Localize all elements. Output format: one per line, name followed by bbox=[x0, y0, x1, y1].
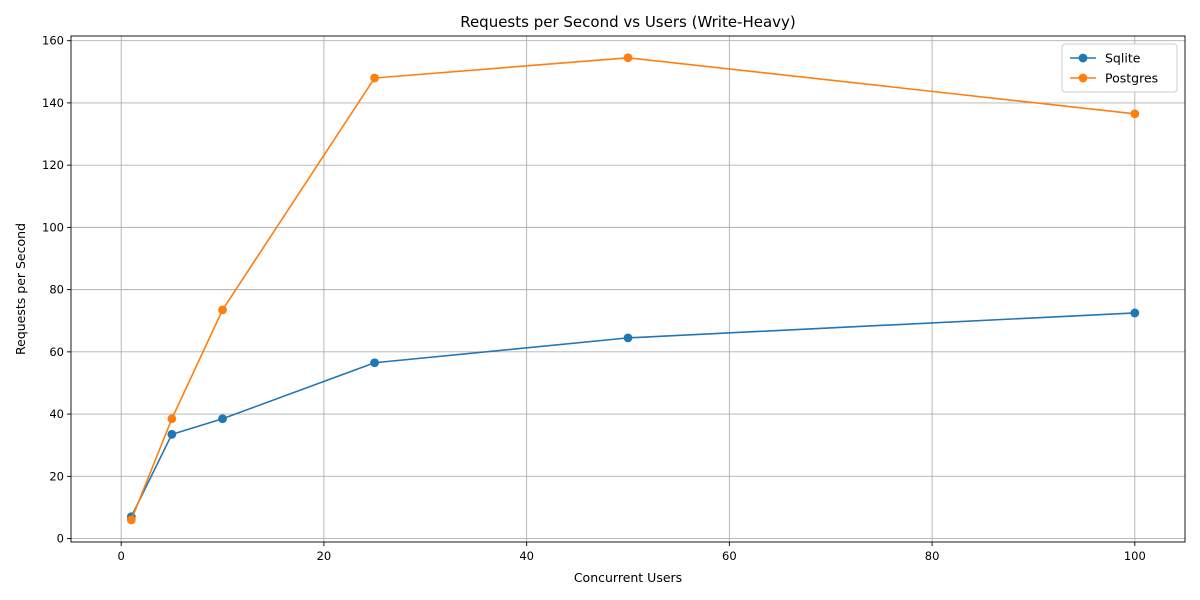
series-layer bbox=[126, 53, 1140, 525]
y-tick-label: 140 bbox=[42, 96, 64, 110]
x-tick-label: 20 bbox=[317, 549, 332, 563]
y-tick-label: 160 bbox=[42, 34, 64, 48]
legend-swatch-marker bbox=[1078, 53, 1088, 63]
y-axis-label: Requests per Second bbox=[13, 223, 28, 355]
y-tick-label: 80 bbox=[49, 283, 64, 297]
data-point-postgres bbox=[218, 305, 227, 315]
legend-swatch-marker bbox=[1078, 73, 1088, 83]
plot-frame bbox=[70, 35, 1186, 543]
data-point-sqlite bbox=[167, 429, 177, 439]
legend-item-postgres: Postgres bbox=[1070, 71, 1158, 86]
data-point-sqlite bbox=[218, 414, 227, 424]
chart-title: Requests per Second vs Users (Write-Heav… bbox=[460, 13, 796, 31]
legend-box bbox=[1061, 43, 1178, 93]
data-point-postgres bbox=[126, 515, 136, 525]
series-line-sqlite bbox=[130, 312, 1135, 518]
y-tick-label: 60 bbox=[49, 345, 64, 359]
x-tick-label: 40 bbox=[519, 549, 534, 563]
data-point-postgres bbox=[167, 414, 177, 424]
data-point-sqlite bbox=[1130, 308, 1140, 318]
legend-item-sqlite: Sqlite bbox=[1070, 51, 1141, 66]
ticks: 0 20 40 60 80 100 0 20 40 60 80 100 120 140 160 bbox=[42, 34, 1146, 563]
data-point-sqlite bbox=[623, 333, 633, 343]
legend: Sqlite Postgres bbox=[1061, 43, 1178, 93]
legend-label: Postgres bbox=[1105, 71, 1158, 86]
series-sqlite bbox=[126, 308, 1140, 522]
x-tick-label: 100 bbox=[1124, 549, 1146, 563]
x-tick-label: 80 bbox=[925, 549, 940, 563]
series-postgres bbox=[126, 53, 1140, 525]
series-line-postgres bbox=[130, 56, 1135, 521]
data-point-postgres bbox=[623, 53, 633, 63]
y-tick-label: 20 bbox=[49, 469, 64, 483]
y-tick-label: 40 bbox=[49, 407, 64, 421]
y-tick-label: 120 bbox=[42, 158, 64, 172]
grid bbox=[71, 36, 1185, 542]
data-point-postgres bbox=[1130, 109, 1140, 119]
x-axis-label: Concurrent Users bbox=[574, 570, 682, 585]
y-tick-label: 100 bbox=[42, 220, 64, 234]
x-tick-label: 0 bbox=[118, 549, 125, 563]
x-tick-label: 60 bbox=[722, 549, 737, 563]
legend-label: Sqlite bbox=[1105, 51, 1141, 66]
data-point-postgres bbox=[370, 73, 379, 83]
data-point-sqlite bbox=[370, 358, 379, 368]
y-tick-label: 0 bbox=[57, 532, 64, 546]
